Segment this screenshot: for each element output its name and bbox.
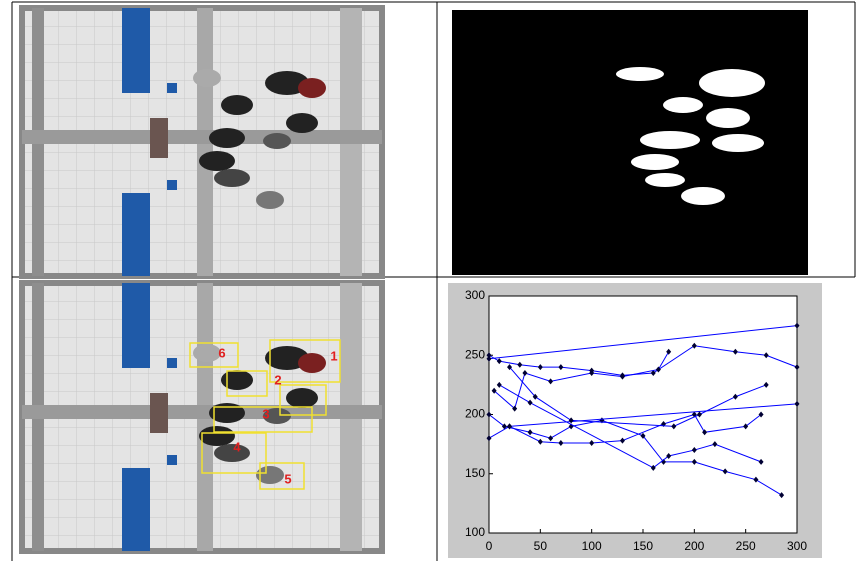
point <box>666 348 672 355</box>
point <box>743 423 749 430</box>
camera-frame <box>22 8 382 276</box>
point <box>671 423 677 430</box>
x-tick-label: 200 <box>684 539 704 553</box>
trajectory <box>488 414 782 496</box>
track-id: 1 <box>330 348 337 363</box>
x-tick-label: 150 <box>633 539 653 553</box>
point <box>619 373 625 380</box>
point <box>527 399 533 406</box>
x-tick-label: 250 <box>736 539 756 553</box>
tracking-frame <box>22 283 382 551</box>
foreground-mask <box>452 10 808 275</box>
point <box>779 492 785 499</box>
point <box>507 423 513 430</box>
point <box>589 370 595 377</box>
track-id: 6 <box>218 345 225 360</box>
point <box>732 393 738 400</box>
point <box>558 364 564 371</box>
point <box>501 423 507 430</box>
point <box>691 342 697 349</box>
y-tick-label: 300 <box>465 288 485 302</box>
point <box>722 468 728 475</box>
point <box>696 411 702 418</box>
point <box>753 476 759 483</box>
point <box>794 400 800 407</box>
point <box>794 364 800 371</box>
trajectory <box>493 351 670 410</box>
track-id: 3 <box>262 406 269 421</box>
point <box>522 370 528 377</box>
point <box>702 429 708 436</box>
point <box>732 348 738 355</box>
x-tick-label: 300 <box>787 539 807 553</box>
point <box>491 387 497 394</box>
point <box>650 464 656 471</box>
point <box>640 432 646 439</box>
point <box>537 438 543 445</box>
x-tick-label: 50 <box>534 539 548 553</box>
point <box>758 458 764 465</box>
point <box>486 435 492 442</box>
point <box>763 381 769 388</box>
y-tick-label: 200 <box>465 407 485 421</box>
point <box>532 393 538 400</box>
point <box>650 370 656 377</box>
point <box>517 361 523 368</box>
point <box>619 437 625 444</box>
point <box>486 352 492 359</box>
point <box>486 411 492 418</box>
point <box>568 417 574 424</box>
point <box>486 355 492 362</box>
point <box>537 364 543 371</box>
point <box>558 439 564 446</box>
point <box>527 429 533 436</box>
point <box>548 435 554 442</box>
point <box>512 405 518 412</box>
x-tick-label: 0 <box>486 539 493 553</box>
y-tick-label: 100 <box>465 525 485 539</box>
point <box>691 447 697 454</box>
trajectory <box>488 345 798 376</box>
point <box>589 439 595 446</box>
point <box>548 378 554 385</box>
point <box>507 364 513 371</box>
track-id: 4 <box>233 439 241 454</box>
point <box>758 411 764 418</box>
point <box>712 441 718 448</box>
track-id: 5 <box>284 471 291 486</box>
plot-area <box>488 295 798 534</box>
point <box>691 458 697 465</box>
track-id: 2 <box>274 372 281 387</box>
x-tick-label: 100 <box>582 539 602 553</box>
y-tick-label: 250 <box>465 347 485 361</box>
point <box>655 366 661 373</box>
point <box>763 352 769 359</box>
trajectory <box>509 403 798 427</box>
point <box>794 322 800 329</box>
point <box>496 358 502 365</box>
y-tick-label: 150 <box>465 466 485 480</box>
point <box>496 381 502 388</box>
trajectory <box>488 325 798 360</box>
point <box>666 452 672 459</box>
